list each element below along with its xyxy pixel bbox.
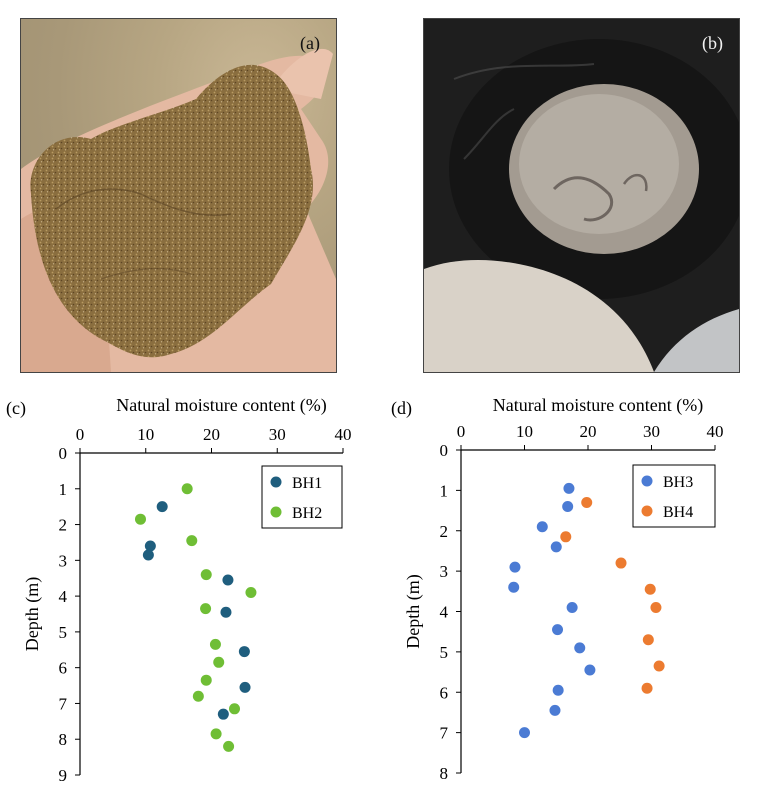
sand-sample-illustration <box>21 48 336 372</box>
legend-box <box>261 465 343 529</box>
x-tick-label: 0 <box>457 422 466 441</box>
data-point-bh2 <box>181 483 193 495</box>
data-point-bh4 <box>560 531 572 543</box>
data-point-bh2 <box>200 674 212 686</box>
data-point-bh2 <box>213 656 225 668</box>
y-tick-label: 6 <box>59 659 68 678</box>
legend-marker <box>270 476 282 488</box>
x-tick-label: 30 <box>269 425 286 444</box>
data-point-bh2 <box>192 690 204 702</box>
y-tick-label: 0 <box>59 444 68 463</box>
data-point-bh2 <box>186 535 198 547</box>
x-tick-label: 40 <box>707 422 724 441</box>
legend-marker <box>641 505 653 517</box>
data-point-bh2 <box>209 638 221 650</box>
legend-label: BH2 <box>292 505 322 522</box>
data-point-bh2 <box>245 587 257 599</box>
y-tick-label: 7 <box>440 724 449 743</box>
data-point-bh1 <box>144 540 156 552</box>
data-point-bh3 <box>549 704 561 716</box>
x-tick-label: 10 <box>137 425 154 444</box>
y-tick-label: 2 <box>59 516 68 535</box>
data-point-bh3 <box>584 664 596 676</box>
panel-label: (d) <box>391 398 412 419</box>
panel-label-b: (b) <box>702 33 723 53</box>
data-point-bh3 <box>566 601 578 613</box>
panel-label-a: (a) <box>300 33 320 53</box>
data-point-bh4 <box>650 601 662 613</box>
data-point-bh3 <box>552 624 564 636</box>
data-point-bh4 <box>644 583 656 595</box>
y-tick-label: 8 <box>440 764 449 783</box>
data-point-bh1 <box>217 708 229 720</box>
data-point-bh1 <box>156 501 168 513</box>
sand-sample-photo: (a) <box>20 18 337 373</box>
panel-label: (c) <box>6 398 26 419</box>
data-point-bh2 <box>223 740 235 752</box>
x-tick-label: 0 <box>76 425 85 444</box>
legend-label: BH1 <box>292 475 322 492</box>
x-axis-title: Natural moisture content (%) <box>116 395 326 416</box>
data-point-bh1 <box>239 681 251 693</box>
x-tick-label: 10 <box>516 422 533 441</box>
y-axis-title: Depth (m) <box>403 574 424 648</box>
data-point-bh3 <box>563 482 575 494</box>
y-tick-label: 7 <box>59 694 68 713</box>
data-point-bh3 <box>550 541 562 553</box>
data-point-bh3 <box>574 642 586 654</box>
data-point-bh4 <box>653 660 665 672</box>
x-tick-label: 30 <box>643 422 660 441</box>
x-axis-title: Natural moisture content (%) <box>493 395 703 416</box>
legend-marker <box>270 506 282 518</box>
x-tick-label: 20 <box>203 425 220 444</box>
y-tick-label: 3 <box>440 562 449 581</box>
y-axis-title: Depth (m) <box>22 577 43 651</box>
y-tick-label: 1 <box>59 480 68 499</box>
data-point-bh3 <box>508 581 520 593</box>
data-point-bh3 <box>562 501 574 513</box>
y-tick-label: 5 <box>59 623 68 642</box>
data-point-bh2 <box>210 728 222 740</box>
legend-marker <box>641 475 653 487</box>
y-tick-label: 8 <box>59 730 68 749</box>
y-tick-label: 9 <box>59 766 68 785</box>
data-point-bh4 <box>642 634 654 646</box>
y-tick-label: 2 <box>440 522 449 541</box>
legend-box <box>632 464 716 528</box>
y-tick-label: 5 <box>440 643 449 662</box>
data-point-bh3 <box>536 521 548 533</box>
data-point-bh1 <box>142 549 154 561</box>
data-point-bh1 <box>238 646 250 658</box>
x-tick-label: 40 <box>335 425 352 444</box>
data-point-bh2 <box>134 513 146 525</box>
chart-d-moisture-bh3-bh4: (d) Natural moisture content (%)0 10 20 30 40… <box>391 395 724 783</box>
data-point-bh4 <box>581 496 593 508</box>
y-tick-label: 4 <box>440 603 449 622</box>
slurry-container-photo: (b) <box>423 18 740 373</box>
data-point-bh1 <box>222 574 234 586</box>
data-point-bh4 <box>615 557 627 569</box>
y-tick-label: 3 <box>59 551 68 570</box>
x-tick-label: 20 <box>580 422 597 441</box>
data-point-bh3 <box>509 561 521 573</box>
data-point-bh2 <box>229 703 241 715</box>
chart-c-moisture-bh1-bh2: (c) Natural moisture content (%)0 10 20 30 40… <box>6 395 352 785</box>
data-point-bh3 <box>552 684 564 696</box>
slurry-container-illustration <box>424 19 739 372</box>
data-point-bh1 <box>220 606 232 618</box>
y-tick-label: 0 <box>440 441 449 460</box>
legend-label: BH4 <box>663 504 693 521</box>
y-tick-label: 1 <box>440 481 449 500</box>
data-point-bh2 <box>200 569 212 581</box>
data-point-bh3 <box>519 727 530 739</box>
data-point-bh4 <box>641 682 653 694</box>
y-tick-label: 6 <box>440 683 449 702</box>
y-tick-label: 4 <box>59 587 68 606</box>
data-point-bh2 <box>200 603 212 615</box>
legend-label: BH3 <box>663 474 693 491</box>
